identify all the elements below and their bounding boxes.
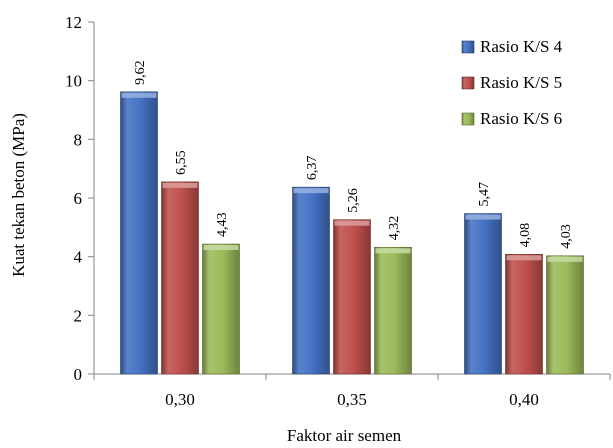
bar: [120, 91, 158, 375]
bar-highlight: [547, 256, 583, 262]
bar-highlight: [334, 220, 370, 226]
bar: [292, 186, 330, 375]
bar: [505, 254, 543, 375]
data-label: 5,47: [477, 182, 492, 207]
y-tick-label: 0: [74, 365, 83, 384]
bars: [120, 91, 584, 375]
data-label: 4,08: [518, 223, 533, 248]
data-label: 6,55: [174, 150, 189, 175]
legend-label: Rasio K/S 5: [480, 73, 562, 92]
x-tick-label: 0,35: [337, 390, 367, 409]
y-tick-label: 12: [65, 13, 82, 32]
legend-swatch: [461, 76, 475, 90]
data-label: 6,37: [305, 156, 320, 181]
y-axis-title: Kuat tekan beton (MPa): [9, 113, 28, 277]
bar-highlight: [203, 245, 239, 251]
data-label: 9,62: [133, 60, 148, 85]
data-label: 4,32: [387, 216, 402, 241]
bar-highlight: [375, 248, 411, 254]
data-labels: 9,62 6,55 4,43 6,37 5,26 4,32 5,47 4,08 4,03: [133, 60, 574, 248]
legend-label: Rasio K/S 6: [480, 109, 562, 128]
bar-highlight: [293, 188, 329, 194]
bar: [464, 213, 502, 375]
bar: [374, 246, 412, 375]
bar-highlight: [162, 182, 198, 188]
bar: [161, 181, 199, 375]
bar-highlight: [506, 255, 542, 261]
y-axis: 0 2 4 6 8 10 12: [65, 13, 95, 384]
legend-swatch: [461, 112, 475, 126]
bar-highlight: [121, 92, 157, 98]
y-tick-label: 8: [74, 130, 83, 149]
bar: [546, 255, 584, 375]
data-label: 4,03: [559, 224, 574, 249]
legend: Rasio K/S 4 Rasio K/S 5 Rasio K/S 6: [461, 37, 563, 128]
data-label: 4,43: [215, 213, 230, 238]
legend-label: Rasio K/S 4: [480, 37, 563, 56]
bar: [333, 219, 371, 375]
x-tick-label: 0,40: [509, 390, 539, 409]
data-label: 5,26: [346, 188, 361, 213]
x-axis: 0,30 0,35 0,40: [93, 373, 611, 409]
y-tick-label: 10: [65, 72, 82, 91]
x-axis-title: Faktor air semen: [287, 426, 402, 445]
y-tick-label: 4: [74, 248, 83, 267]
x-tick-label: 0,30: [165, 390, 195, 409]
y-tick-label: 2: [74, 306, 83, 325]
legend-swatch: [461, 40, 475, 54]
y-tick-label: 6: [74, 189, 83, 208]
bar: [202, 243, 240, 375]
bar-highlight: [465, 214, 501, 220]
